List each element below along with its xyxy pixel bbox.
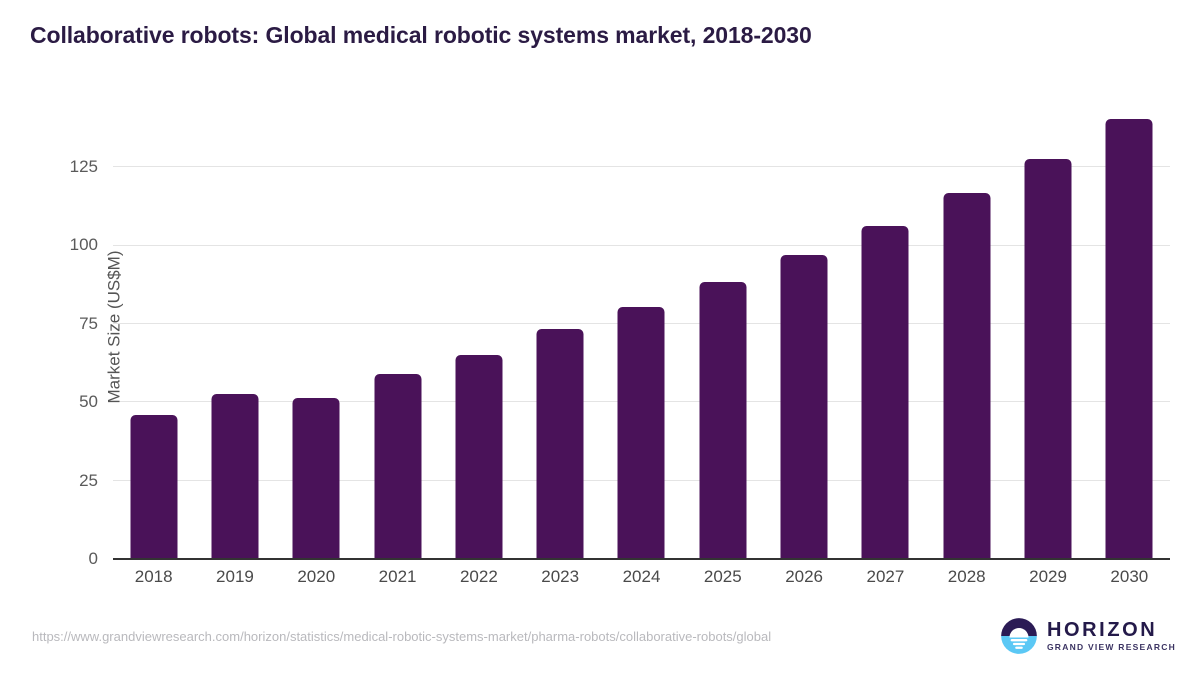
x-tick-label: 2026 [785,567,824,586]
bar-group[interactable] [1007,95,1088,559]
bar-group[interactable] [763,95,844,559]
x-tick-label: 2030 [1110,567,1149,586]
y-tick-label: 0 [88,549,98,568]
x-tick-label: 2020 [297,567,336,586]
y-tick-label: 25 [79,470,98,490]
x-tick-label: 2019 [216,567,254,586]
bar[interactable] [617,306,665,559]
bar-group[interactable] [682,95,763,559]
bar[interactable] [211,393,259,559]
bar-group[interactable] [845,95,926,559]
source-url[interactable]: https://www.grandviewresearch.com/horizo… [32,629,772,644]
horizon-logo[interactable]: HORIZON GRAND VIEW RESEARCH [1000,617,1176,655]
bar[interactable] [536,328,584,559]
bars-group [113,95,1170,559]
bar-group[interactable] [194,95,275,559]
horizon-sun-circle-icon [1001,618,1037,654]
bar[interactable] [943,192,991,559]
x-tick-label: 2022 [459,567,498,586]
gridline [113,244,1170,246]
logo-text-block: HORIZON GRAND VIEW RESEARCH [1047,620,1176,652]
bar[interactable] [292,398,340,559]
y-tick-label: 50 [79,392,98,412]
y-tick-label: 100 [69,235,98,255]
bar[interactable] [374,374,422,559]
bar[interactable] [130,414,178,559]
bar-group[interactable] [438,95,519,559]
x-axis-line [113,558,1170,560]
logo-tagline: GRAND VIEW RESEARCH [1046,642,1176,653]
bar-group[interactable] [926,95,1007,559]
x-tick-label: 2028 [947,567,986,586]
bar-group[interactable] [357,95,438,559]
y-tick-label: 75 [79,313,98,333]
bar[interactable] [699,282,747,559]
y-tick-label: 125 [69,157,98,177]
gridline [113,166,1170,168]
x-tick-label: 2025 [703,567,742,586]
x-tick-label: 2027 [866,567,905,586]
x-tick-label: 2023 [541,567,580,586]
bar[interactable] [780,254,828,559]
bar-group[interactable] [113,95,194,559]
bar[interactable] [1105,118,1153,559]
x-tick-label: 2029 [1029,567,1067,586]
page-title: Collaborative robots: Global medical rob… [30,22,812,48]
bar[interactable] [1024,158,1072,559]
logo-wordmark: HORIZON [1046,619,1158,642]
bar-group[interactable] [276,95,357,559]
bar[interactable] [455,355,503,559]
x-tick-label: 2021 [378,567,417,586]
x-tick-label: 2018 [134,567,173,586]
bar[interactable] [861,225,909,559]
x-tick-label: 2024 [622,567,661,586]
bar-group[interactable] [1089,95,1170,559]
bar-group[interactable] [601,95,682,559]
bar-group[interactable] [520,95,601,559]
plot-area: 0 25 50 75 100 125 Market Size (US$M) 2018 201… [70,95,1170,586]
